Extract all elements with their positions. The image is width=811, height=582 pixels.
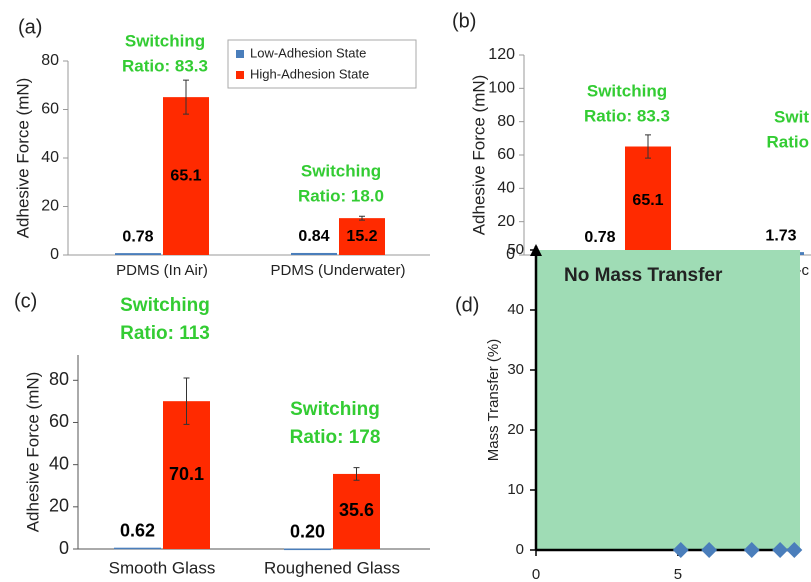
annotation: Ratio: 83.3 bbox=[584, 106, 670, 125]
value-label: 0.62 bbox=[120, 520, 155, 540]
y-axis-label: Adhesive Force (mN) bbox=[23, 372, 42, 533]
y-tick-label: 60 bbox=[41, 101, 59, 118]
value-label: 15.2 bbox=[346, 228, 377, 245]
annotation: Swit bbox=[774, 107, 809, 126]
chart-title: No Mass Transfer bbox=[564, 265, 723, 286]
value-label: 0.20 bbox=[290, 521, 325, 541]
annotation: Switching bbox=[587, 81, 667, 100]
error-bar bbox=[359, 215, 365, 221]
y-tick-label: 20 bbox=[49, 496, 69, 516]
bar bbox=[625, 146, 671, 255]
error-bar bbox=[353, 467, 360, 481]
value-label: 0.84 bbox=[298, 228, 329, 245]
value-label: 35.6 bbox=[339, 500, 374, 520]
x-tick-label: 0 bbox=[532, 566, 540, 582]
legend-swatch bbox=[236, 71, 244, 79]
y-tick-label: 60 bbox=[49, 411, 69, 431]
y-tick-label: 80 bbox=[497, 113, 515, 130]
x-tick-label: PDMS (In Air) bbox=[116, 262, 208, 279]
bar bbox=[114, 547, 161, 550]
bar bbox=[115, 253, 161, 255]
bar bbox=[163, 401, 210, 549]
y-tick-label: 80 bbox=[41, 52, 59, 69]
x-tick-label: Roughened Glass bbox=[264, 558, 400, 577]
annotation: Ratio bbox=[767, 132, 810, 151]
bar bbox=[339, 218, 385, 255]
value-label: 0.78 bbox=[122, 228, 153, 245]
data-point bbox=[701, 542, 718, 558]
y-tick-label: 50 bbox=[507, 241, 524, 258]
axis-arrow bbox=[530, 244, 542, 256]
data-point bbox=[672, 542, 689, 558]
y-axis-label: Adhesive Force (mN) bbox=[13, 78, 32, 239]
y-axis-label: Adhesive Force (mN) bbox=[469, 75, 488, 236]
y-tick-label: 80 bbox=[49, 369, 69, 389]
value-label: 70.1 bbox=[169, 464, 204, 484]
value-label: 65.1 bbox=[632, 192, 663, 209]
bar bbox=[163, 97, 209, 255]
value-label: 1.73 bbox=[765, 227, 796, 244]
legend-swatch bbox=[236, 50, 244, 58]
y-tick-label: 40 bbox=[49, 453, 69, 473]
data-point bbox=[786, 542, 803, 558]
y-tick-label: 40 bbox=[497, 180, 515, 197]
value-label: 65.1 bbox=[170, 167, 201, 184]
data-point bbox=[772, 542, 789, 558]
y-tick-label: 0 bbox=[516, 541, 524, 558]
bar bbox=[284, 548, 331, 551]
y-tick-label: 20 bbox=[41, 198, 59, 215]
annotation: Switching bbox=[301, 161, 381, 180]
y-tick-label: 40 bbox=[507, 301, 524, 318]
y-axis-label: Mass Transfer (%) bbox=[485, 339, 502, 462]
x-tick-label: PDMS (Underwater) bbox=[270, 262, 405, 279]
y-tick-label: 20 bbox=[497, 213, 515, 230]
annotation: Ratio: 18.0 bbox=[298, 186, 384, 205]
y-tick-label: 10 bbox=[507, 481, 524, 498]
panel-label: (d) bbox=[455, 294, 479, 316]
error-bar bbox=[645, 134, 651, 159]
y-tick-label: 20 bbox=[507, 421, 524, 438]
x-tick-label: 5 bbox=[674, 566, 682, 582]
y-tick-label: 60 bbox=[497, 146, 515, 163]
legend-box bbox=[227, 39, 417, 89]
data-point bbox=[743, 542, 760, 558]
error-bar bbox=[183, 79, 189, 115]
y-tick-label: 0 bbox=[506, 246, 515, 263]
panel-label: (c) bbox=[14, 290, 37, 312]
y-tick-label: 40 bbox=[41, 149, 59, 166]
annotation: Switching bbox=[120, 295, 210, 316]
y-tick-label: 120 bbox=[488, 46, 515, 63]
y-tick-label: 0 bbox=[59, 538, 69, 558]
annotation: Ratio: 178 bbox=[290, 427, 381, 448]
shaded-region bbox=[536, 250, 800, 550]
bar bbox=[333, 473, 380, 549]
y-tick-label: 0 bbox=[50, 246, 59, 263]
legend-label: Low-Adhesion State bbox=[250, 45, 366, 60]
panel-label: (a) bbox=[18, 16, 42, 38]
value-label: 0.78 bbox=[584, 229, 615, 246]
panel-label: (b) bbox=[452, 10, 476, 32]
annotation: Ratio: 83.3 bbox=[122, 56, 208, 75]
x-tick-label: Smooth Glass bbox=[109, 558, 216, 577]
y-tick-label: 100 bbox=[488, 80, 515, 97]
bar bbox=[291, 252, 337, 255]
annotation: Switching bbox=[125, 31, 205, 50]
annotation: Switching bbox=[290, 399, 380, 420]
annotation: Ratio: 113 bbox=[120, 323, 210, 344]
legend-label: High-Adhesion State bbox=[250, 66, 369, 81]
error-bar bbox=[183, 377, 190, 425]
y-tick-label: 30 bbox=[507, 361, 524, 378]
